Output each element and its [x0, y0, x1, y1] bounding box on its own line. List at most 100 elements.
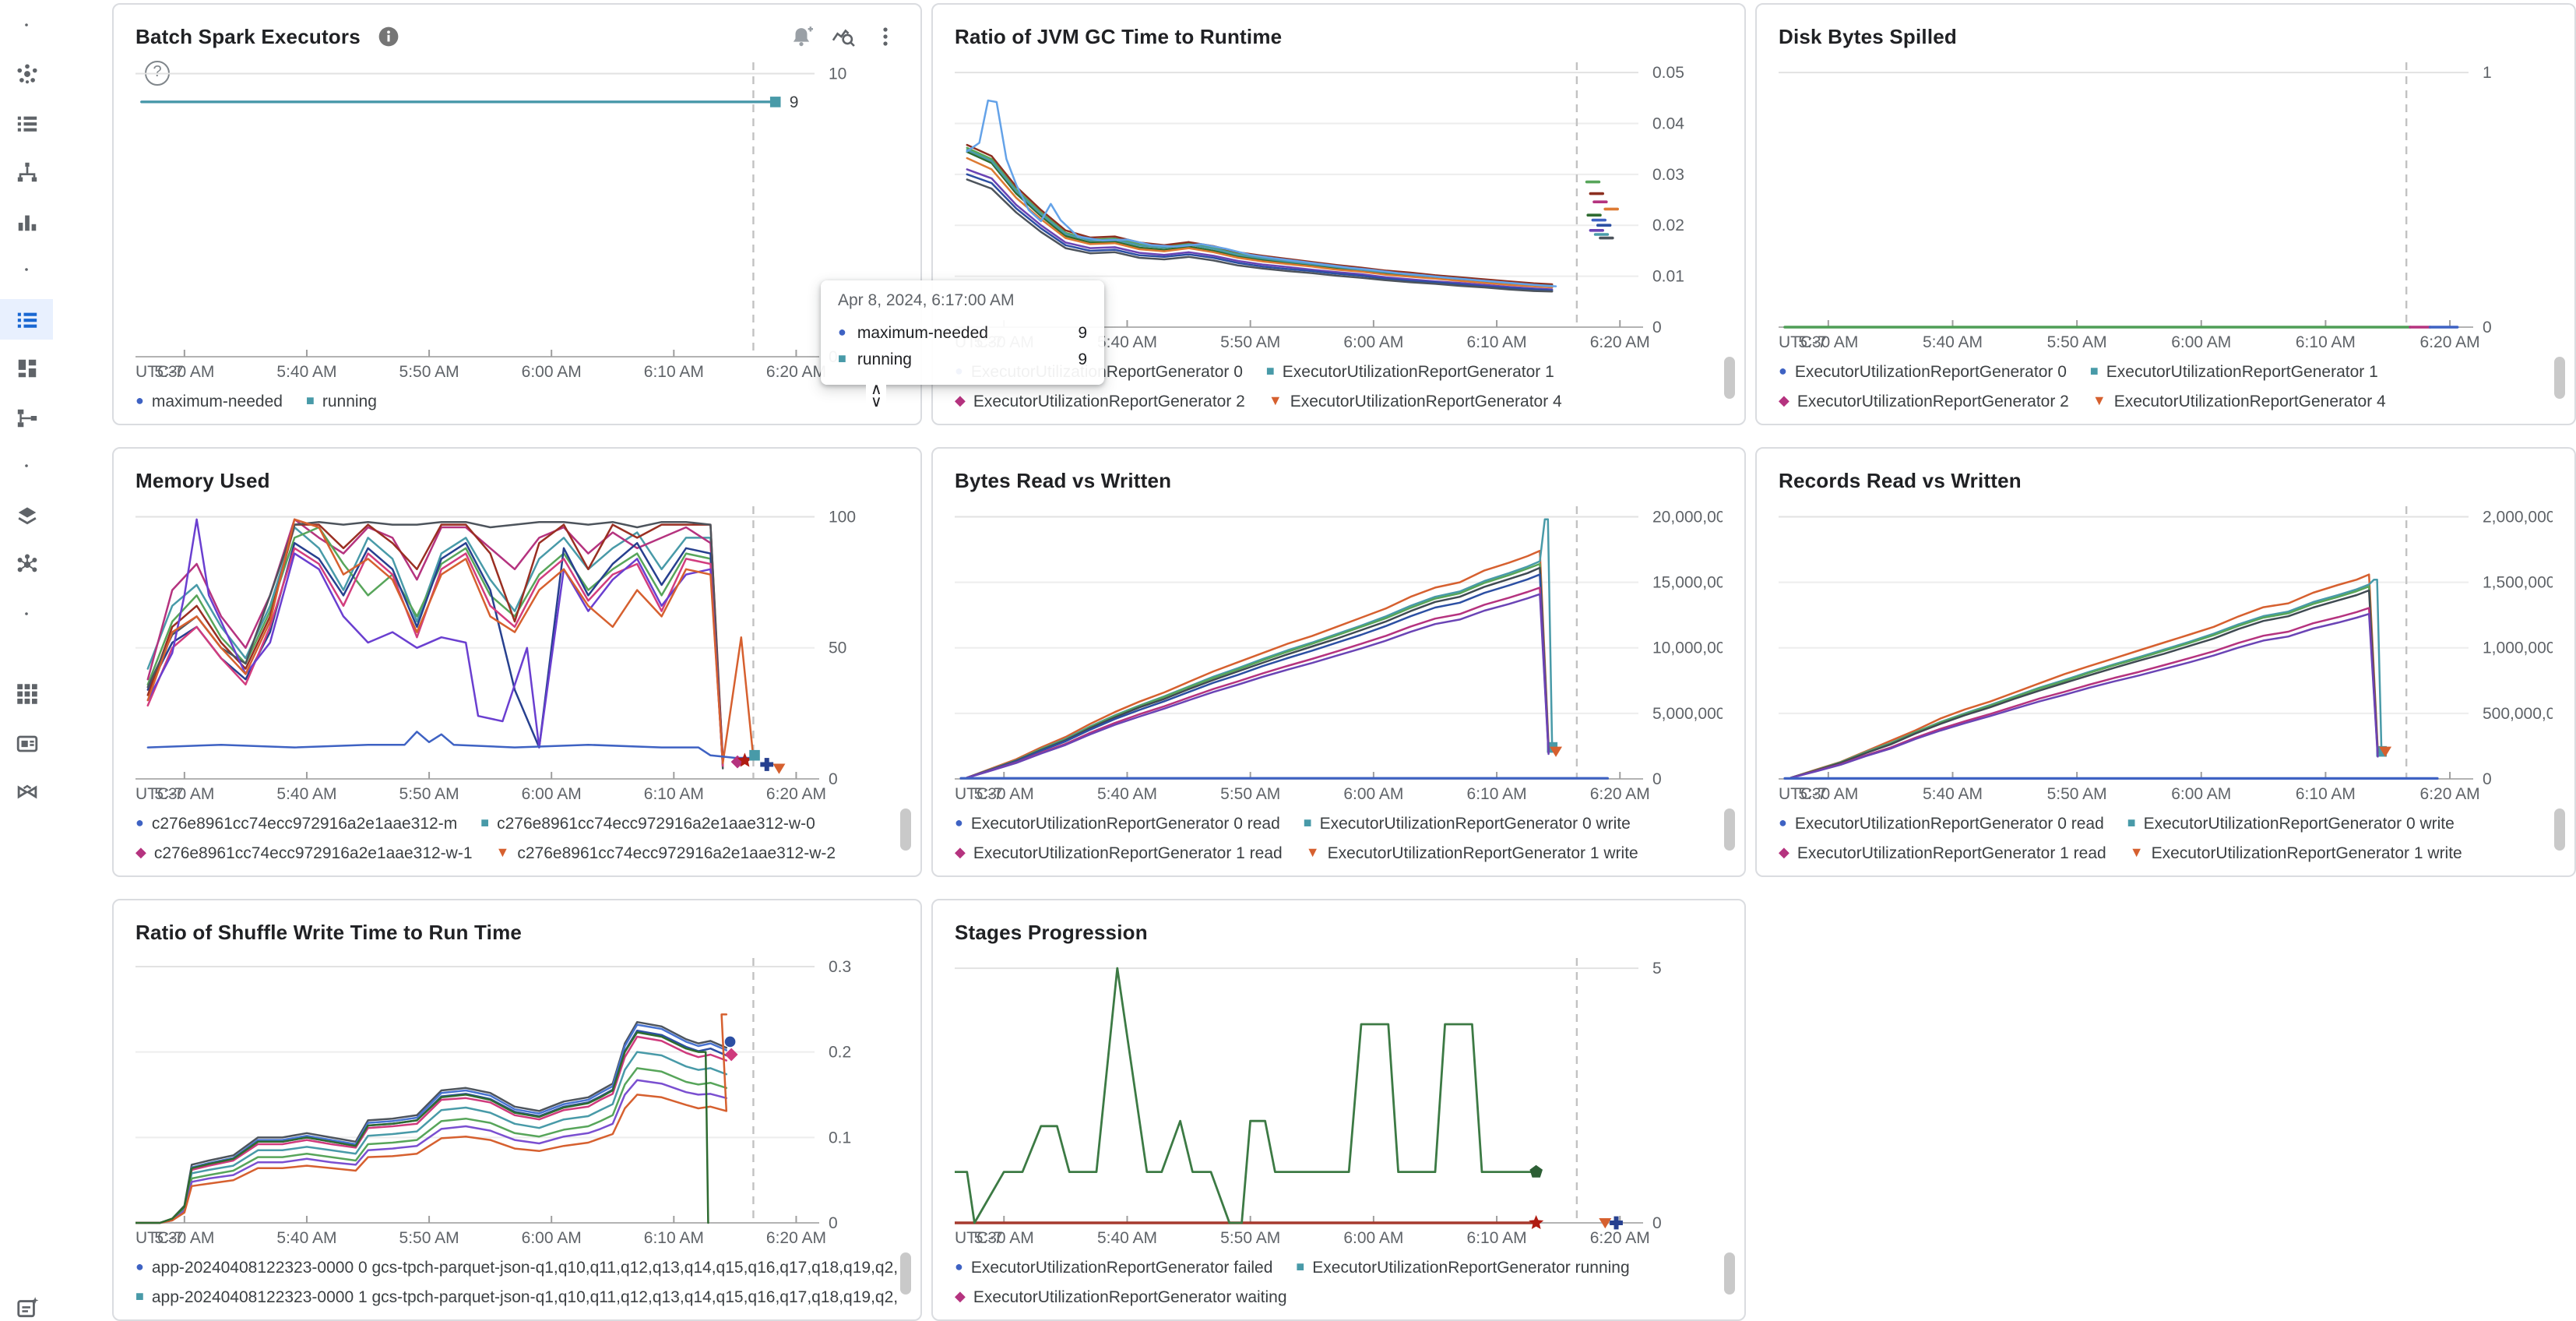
- panel-header: Records Read vs Written: [1779, 463, 2553, 497]
- legend-item[interactable]: ● maximum-needed: [135, 392, 283, 410]
- chart-panel-disk-bytes-spilled: Disk Bytes Spilled 1 0 UTC-7 5:30 AM 5:40 AM…: [1755, 3, 2576, 425]
- legend-label: ExecutorUtilizationReportGenerator 1: [1282, 362, 1554, 381]
- legend-scrollbar[interactable]: [1724, 808, 1735, 851]
- legend-item[interactable]: ◆ c276e8961cc74ecc972916a2e1aae312-w-1: [135, 844, 473, 862]
- svg-text:5:40 AM: 5:40 AM: [276, 1229, 336, 1247]
- legend-item[interactable]: ▼ ExecutorUtilizationReportGenerator 1 wr…: [2130, 844, 2462, 862]
- chart-plot-area[interactable]: 5 0 UTC-7 5:30 AM 5:40 AM 5:50 AM 6:00 AM 6:10 …: [955, 949, 1723, 1251]
- series-marker-icon: ●: [1779, 363, 1787, 379]
- expand-collapse-control[interactable]: ∧ ∨: [866, 382, 887, 411]
- sidebar-item-release-notes[interactable]: [0, 1287, 53, 1321]
- svg-text:UTC-7: UTC-7: [955, 1229, 1003, 1247]
- series-dot-icon: ●: [838, 324, 846, 340]
- legend-item[interactable]: ■ app-20240408122323-0000 1 gcs-tpch-parq…: [135, 1288, 899, 1306]
- legend-item[interactable]: ▼ c276e8961cc74ecc972916a2e1aae312-w-2: [496, 844, 836, 862]
- sidebar-item-workflows[interactable]: [0, 397, 53, 438]
- sidebar-item-dot-1[interactable]: [0, 5, 53, 45]
- create-alert-button[interactable]: [787, 22, 815, 50]
- chart-panel-records-read-vs-written: Records Read vs Written 2,000,000,000 1,5…: [1755, 447, 2576, 877]
- chart-legend: ● maximum-needed ■ running: [135, 385, 899, 413]
- sidebar-item-dot-4[interactable]: [0, 594, 53, 634]
- legend-item[interactable]: ■ ExecutorUtilizationReportGenerator 0 wr…: [1304, 814, 1631, 833]
- sidebar-item-card-view[interactable]: [0, 723, 53, 763]
- sidebar-item-dot-3[interactable]: [0, 446, 53, 486]
- series-marker-icon: ●: [955, 815, 963, 830]
- chart-plot-area[interactable]: 0.050.040.030.020.010UTC-75:30 AM5:40 AM…: [955, 53, 1723, 355]
- sidebar-item-dashboard[interactable]: [0, 347, 53, 388]
- legend-item[interactable]: ● app-20240408122323-0000 0 gcs-tpch-parq…: [135, 1258, 899, 1277]
- svg-text:9: 9: [790, 93, 799, 111]
- sidebar-item-dot-2[interactable]: [0, 249, 53, 290]
- legend-item[interactable]: ● ExecutorUtilizationReportGenerator 0 re…: [955, 814, 1280, 833]
- legend-item[interactable]: ● ExecutorUtilizationReportGenerator 0 re…: [1779, 814, 2104, 833]
- legend-scrollbar[interactable]: [1724, 357, 1735, 399]
- chart-plot-area[interactable]: ?9100UTC-75:30 AM5:40 AM5:50 AM6:00 AM6:…: [135, 53, 899, 385]
- legend-item[interactable]: ● c276e8961cc74ecc972916a2e1aae312-m: [135, 814, 457, 833]
- legend-scrollbar[interactable]: [900, 1252, 911, 1295]
- sidebar-item-batches-list[interactable]: [0, 299, 53, 340]
- sidebar-item-clusters[interactable]: [0, 53, 53, 93]
- chart-plot-area[interactable]: 1 0 UTC-7 5:30 AM 5:40 AM 5:50 AM 6:00 AM 6:10 …: [1779, 53, 2553, 355]
- svg-text:50: 50: [829, 639, 846, 657]
- legend-item[interactable]: ● ExecutorUtilizationReportGenerator fail…: [955, 1258, 1272, 1277]
- info-icon[interactable]: [375, 22, 403, 50]
- chart-panel-ratio-of-shuffle-write-time-to-run-time: Ratio of Shuffle Write Time to Run Time …: [112, 899, 922, 1321]
- sidebar-item-bowtie[interactable]: [0, 771, 53, 812]
- legend-item[interactable]: ■ ExecutorUtilizationReportGenerator 1: [2090, 362, 2378, 381]
- svg-text:100: 100: [829, 508, 856, 526]
- svg-text:6:00 AM: 6:00 AM: [2171, 785, 2231, 803]
- legend-item[interactable]: ▼ ExecutorUtilizationReportGenerator 4: [2092, 392, 2386, 410]
- sidebar-item-jobs-list[interactable]: [0, 103, 53, 143]
- legend-item[interactable]: ■ c276e8961cc74ecc972916a2e1aae312-w-0: [480, 814, 815, 833]
- legend-scrollbar[interactable]: [2554, 357, 2565, 399]
- left-icon-rail: [0, 0, 53, 1321]
- chart-plot-area[interactable]: 100 50 0 UTC-7 5:30 AM 5:40 AM 5:50 AM 6:00 AM 6…: [135, 497, 899, 807]
- chart-plot-area[interactable]: 2,000,000,000 1,500,000,000 1,000,000,000 5…: [1779, 497, 2553, 807]
- sidebar-item-hub[interactable]: [0, 544, 53, 584]
- chart-panel-batch-spark-executors: Batch Spark Executors ?9100UTC-75:30 AM5…: [112, 3, 922, 425]
- panel-menu-button[interactable]: [871, 22, 899, 50]
- sidebar-item-metrics[interactable]: [0, 201, 53, 241]
- legend-scrollbar[interactable]: [900, 808, 911, 851]
- svg-text:UTC-7: UTC-7: [135, 1229, 184, 1247]
- blocks-icon: [17, 358, 36, 377]
- legend-item[interactable]: ■ ExecutorUtilizationReportGenerator 1: [1266, 362, 1554, 381]
- legend-item[interactable]: ▼ ExecutorUtilizationReportGenerator 4: [1269, 392, 1562, 410]
- svg-text:UTC-7: UTC-7: [135, 785, 184, 803]
- panel-actions: [787, 22, 899, 50]
- svg-text:1,500,000,000: 1,500,000,000: [2483, 574, 2553, 592]
- svg-text:6:20 AM: 6:20 AM: [1590, 333, 1650, 351]
- legend-item[interactable]: ■ running: [306, 392, 377, 410]
- chart-plot-area[interactable]: 0.3 0.2 0.1 0 UTC-7 5:30 AM 5:40 AM 5:50 AM 6:00…: [135, 949, 899, 1251]
- panel-title: Disk Bytes Spilled: [1779, 24, 1958, 48]
- legend-scrollbar[interactable]: [2554, 808, 2565, 851]
- legend-item[interactable]: ◆ ExecutorUtilizationReportGenerator 1 re…: [955, 844, 1283, 862]
- series-marker-icon: ◆: [1779, 844, 1789, 860]
- svg-text:5:40 AM: 5:40 AM: [1923, 333, 1983, 351]
- svg-text:0.03: 0.03: [1652, 166, 1684, 184]
- legend-label: ExecutorUtilizationReportGenerator 0 rea…: [970, 814, 1280, 833]
- legend-label: ExecutorUtilizationReportGenerator faile…: [970, 1258, 1273, 1277]
- explore-metric-button[interactable]: [829, 22, 857, 50]
- legend-item[interactable]: ◆ ExecutorUtilizationReportGenerator wait…: [955, 1288, 1287, 1306]
- svg-text:5:30 AM: 5:30 AM: [974, 1229, 1034, 1247]
- legend-scrollbar[interactable]: [1724, 1252, 1735, 1295]
- legend-item[interactable]: ◆ ExecutorUtilizationReportGenerator 2: [955, 392, 1245, 410]
- legend-item[interactable]: ◆ ExecutorUtilizationReportGenerator 2: [1779, 392, 2069, 410]
- legend-item[interactable]: ◆ ExecutorUtilizationReportGenerator 1 re…: [1779, 844, 2106, 862]
- sidebar-item-layers[interactable]: [0, 495, 53, 536]
- svg-text:6:00 AM: 6:00 AM: [1343, 333, 1403, 351]
- chart-plot-area[interactable]: 20,000,000,000 15,000,000,000 10,000,000,0…: [955, 497, 1723, 807]
- svg-text:5:50 AM: 5:50 AM: [399, 785, 459, 803]
- sidebar-item-hierarchy[interactable]: [0, 151, 53, 192]
- svg-text:15,000,000,000: 15,000,000,000: [1652, 574, 1723, 592]
- tooltip-series-value: 9: [1078, 323, 1087, 342]
- sidebar-item-apps-grid[interactable]: [0, 673, 53, 713]
- legend-item[interactable]: ■ ExecutorUtilizationReportGenerator runn…: [1296, 1258, 1629, 1277]
- legend-item[interactable]: ■ ExecutorUtilizationReportGenerator 0 wr…: [2127, 814, 2455, 833]
- card-icon: [16, 734, 37, 752]
- legend-item[interactable]: ● ExecutorUtilizationReportGenerator 0: [1779, 362, 2067, 381]
- legend-item[interactable]: ▼ ExecutorUtilizationReportGenerator 1 wr…: [1306, 844, 1638, 862]
- svg-text:5:30 AM: 5:30 AM: [154, 363, 214, 381]
